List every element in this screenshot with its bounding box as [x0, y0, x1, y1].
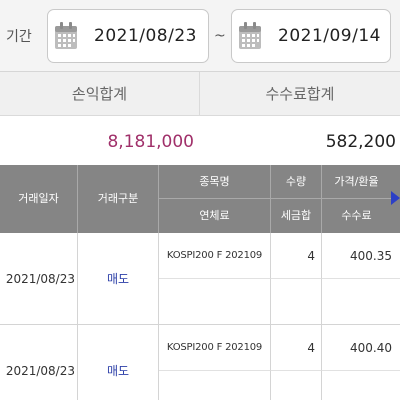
- row-overdue-fee: [159, 371, 271, 400]
- period-separator: ~: [214, 28, 226, 44]
- period-label: 기간: [6, 29, 32, 45]
- header-overdue-fee: 연체료: [159, 199, 271, 233]
- row-commission: [322, 279, 400, 325]
- header-quantity: 수량: [271, 165, 322, 199]
- scroll-right-arrow-icon[interactable]: [391, 191, 400, 205]
- header-trade-date: 거래일자: [0, 165, 78, 233]
- table-row[interactable]: 2021/08/23 매도 KOSPI200 F 202109 4 400.35: [0, 233, 400, 325]
- header-commission: 수수료: [341, 209, 372, 222]
- row-item-name: KOSPI200 F 202109: [159, 233, 271, 279]
- start-date-value: 2021/08/23: [94, 26, 197, 46]
- row-tax: [271, 279, 322, 325]
- end-date-value: 2021/09/14: [278, 26, 381, 46]
- row-tax: [271, 371, 322, 400]
- profit-total-header: 손익합계: [0, 72, 200, 116]
- row-item-name: KOSPI200 F 202109: [159, 325, 271, 371]
- row-trade-type: 매도: [78, 325, 159, 400]
- row-commission: [322, 371, 400, 400]
- row-price: 400.40: [322, 325, 400, 371]
- fee-total-header: 수수료합계: [200, 72, 400, 116]
- header-trade-type: 거래구분: [78, 165, 159, 233]
- calendar-icon: [55, 22, 77, 49]
- row-trade-type: 매도: [78, 233, 159, 325]
- calendar-icon: [239, 22, 261, 49]
- row-quantity: 4: [271, 325, 322, 371]
- header-tax: 세금합: [271, 199, 322, 233]
- header-price: 가격/환율: [322, 165, 391, 199]
- row-overdue-fee: [159, 279, 271, 325]
- profit-total-value: 8,181,000: [107, 132, 194, 152]
- end-date-picker[interactable]: 2021/09/14: [231, 9, 391, 63]
- table-row[interactable]: 2021/08/23 매도 KOSPI200 F 202109 4 400.40: [0, 325, 400, 400]
- fee-total-value: 582,200: [325, 132, 396, 152]
- period-bar: 기간 2021/08/23 ~ 2021: [0, 0, 400, 72]
- header-item-name: 종목명: [159, 165, 271, 199]
- row-price: 400.35: [322, 233, 400, 279]
- start-date-picker[interactable]: 2021/08/23: [47, 9, 209, 63]
- row-trade-date: 2021/08/23: [0, 233, 78, 325]
- grid-header: 거래일자 거래구분 종목명 연체료 수량 세금합 가격/환율 수수료: [0, 165, 400, 233]
- row-quantity: 4: [271, 233, 322, 279]
- row-trade-date: 2021/08/23: [0, 325, 78, 400]
